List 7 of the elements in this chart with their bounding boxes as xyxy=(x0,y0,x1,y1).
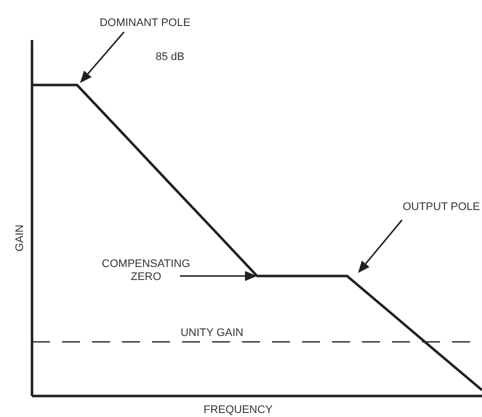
annotation: COMPENSATING ZERO xyxy=(102,258,190,283)
ref-line-label: UNITY GAIN xyxy=(180,326,244,339)
annotation: OUTPUT POLE xyxy=(402,201,480,213)
text: DOMINANT POLE xyxy=(100,17,190,29)
x-axis-title: FREQUENCY xyxy=(203,404,274,416)
text: 85 dB xyxy=(156,51,184,63)
y-axis-title: GAIN xyxy=(14,224,26,252)
